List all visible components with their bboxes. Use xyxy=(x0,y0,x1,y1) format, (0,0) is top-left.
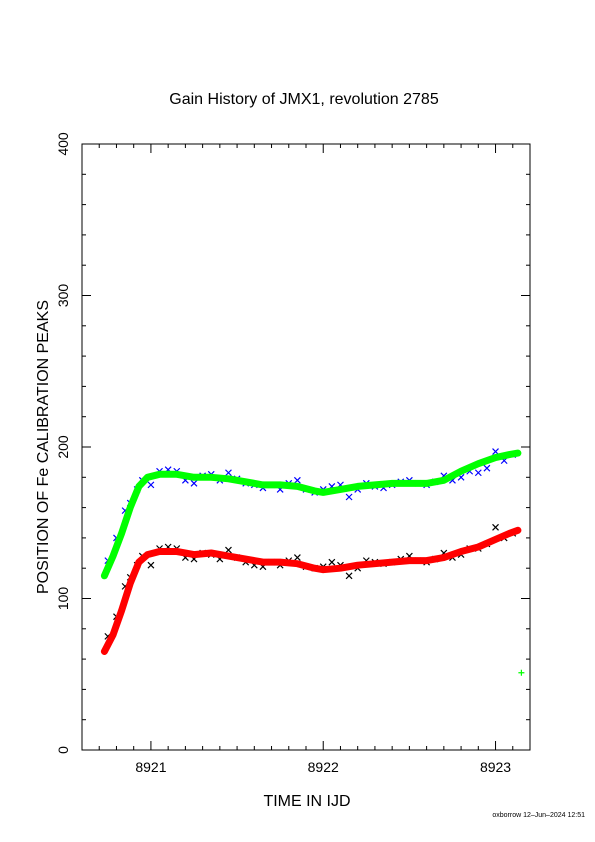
y-tick-label: 0 xyxy=(55,746,71,754)
tick-labels-layer: 8921 8922 8923 0 100 200 300 400 xyxy=(55,132,511,775)
data-point xyxy=(311,565,318,572)
data-point xyxy=(371,481,378,488)
x-axis-label: TIME IN IJD xyxy=(263,793,350,810)
data-point xyxy=(337,486,344,493)
plot-frame xyxy=(81,143,531,751)
data-point xyxy=(354,562,361,569)
data-point xyxy=(492,454,499,461)
data-point xyxy=(127,580,134,587)
data-point xyxy=(514,450,521,457)
x-tick-label: 8922 xyxy=(308,759,339,775)
data-point xyxy=(173,548,180,555)
data-point xyxy=(440,477,447,484)
series-stray-point xyxy=(518,669,525,676)
data-point xyxy=(259,481,266,488)
footer-credit: oxborrow 12–Jun–2024 12:51 xyxy=(492,812,585,819)
data-point xyxy=(371,560,378,567)
series-upper-fit xyxy=(100,449,522,580)
data-point xyxy=(475,543,482,550)
data-point xyxy=(191,474,197,481)
data-point xyxy=(389,559,396,566)
data-point xyxy=(293,554,301,562)
data-point xyxy=(492,448,499,455)
y-axis-label: POSITION OF Fe CALIBRATION PEAKS xyxy=(35,300,52,594)
series-lower-fit xyxy=(100,526,522,655)
data-point xyxy=(320,489,327,496)
data-point xyxy=(345,493,353,501)
series-upper-points xyxy=(104,448,517,565)
x-tick-label: 8923 xyxy=(480,759,511,775)
data-point xyxy=(110,631,117,638)
data-point xyxy=(475,460,482,467)
data-point xyxy=(118,607,125,614)
data-point xyxy=(208,474,215,481)
data-point xyxy=(225,546,232,554)
data-point xyxy=(118,530,125,537)
data-point xyxy=(492,523,499,531)
data-point xyxy=(354,483,361,490)
data-point xyxy=(173,471,180,478)
data-point xyxy=(156,471,163,478)
data-point xyxy=(101,648,108,655)
data-point xyxy=(423,557,430,564)
data-point xyxy=(277,559,284,566)
data-point xyxy=(294,560,301,567)
data-point xyxy=(406,480,413,487)
data-point xyxy=(242,556,249,563)
data-point xyxy=(191,551,197,558)
data-point xyxy=(135,559,142,566)
data-point xyxy=(225,553,232,560)
data-point xyxy=(492,536,499,543)
data-point xyxy=(277,481,284,488)
chart-title: Gain History of JMX1, revolution 2785 xyxy=(169,91,439,108)
data-point xyxy=(483,464,491,472)
data-point xyxy=(440,554,447,561)
y-tick-label: 300 xyxy=(55,284,71,308)
series-lower-points xyxy=(104,523,517,640)
data-point xyxy=(293,476,301,484)
data-point xyxy=(423,480,430,487)
data-point xyxy=(144,551,151,558)
data-point xyxy=(320,566,327,573)
data-point xyxy=(294,483,301,490)
data-point xyxy=(190,479,198,487)
data-point xyxy=(345,572,353,580)
data-point xyxy=(506,451,513,458)
data-point xyxy=(127,504,134,511)
data-point xyxy=(225,469,232,477)
data-point xyxy=(259,559,266,566)
data-point xyxy=(406,557,413,564)
data-point xyxy=(156,548,163,555)
data-point xyxy=(208,550,215,557)
data-point xyxy=(337,565,344,572)
data-point xyxy=(458,468,465,475)
data-point xyxy=(147,561,155,569)
data-point xyxy=(147,481,155,489)
fit-curve xyxy=(100,449,522,580)
data-point xyxy=(389,480,396,487)
data-point xyxy=(514,527,521,534)
x-tick-label: 8921 xyxy=(135,759,166,775)
data-point xyxy=(474,469,482,477)
data-point xyxy=(135,483,142,490)
data-point xyxy=(506,530,513,537)
data-point xyxy=(225,475,232,482)
data-point xyxy=(328,558,336,566)
series-layer xyxy=(100,448,525,676)
y-tick-label: 100 xyxy=(55,587,71,611)
data-point xyxy=(144,474,151,481)
data-point xyxy=(458,548,465,555)
y-tick-label: 400 xyxy=(55,132,71,156)
data-point xyxy=(110,553,117,560)
data-point xyxy=(242,478,249,485)
data-point xyxy=(518,669,525,676)
fit-curve xyxy=(100,526,522,655)
y-tick-label: 200 xyxy=(55,435,71,459)
data-point xyxy=(311,487,318,494)
data-point xyxy=(101,572,108,579)
ticks-layer xyxy=(81,143,531,751)
